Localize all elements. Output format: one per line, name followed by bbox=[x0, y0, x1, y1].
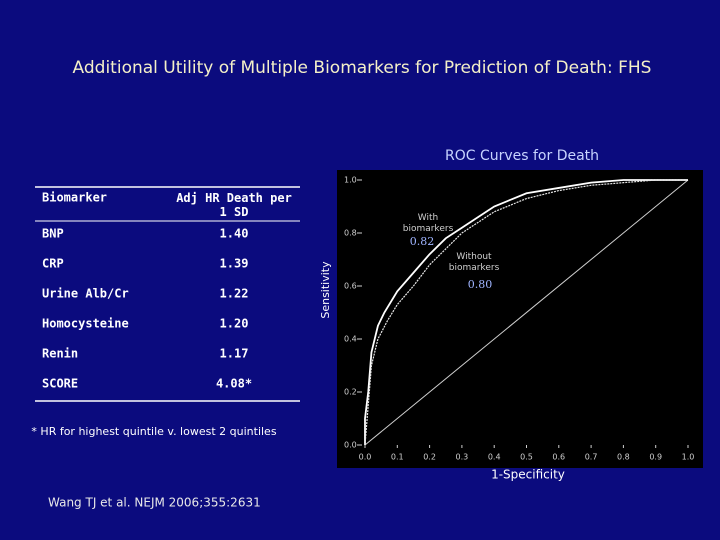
x-tick-label: 0.8 bbox=[617, 453, 630, 462]
y-tick-label: 0.0 bbox=[344, 441, 357, 450]
table-cell: 1.22 bbox=[220, 287, 249, 301]
citation: Wang TJ et al. NEJM 2006;355:2631 bbox=[48, 496, 261, 510]
table-cell: Homocysteine bbox=[42, 317, 129, 331]
x-tick-label: 0.0 bbox=[359, 453, 372, 462]
table-cell: Urine Alb/Cr bbox=[42, 287, 129, 301]
x-tick-label: 0.2 bbox=[423, 453, 436, 462]
table-header: Biomarker bbox=[42, 191, 107, 205]
table-cell: 1.17 bbox=[220, 347, 249, 361]
table-cell: Renin bbox=[42, 347, 78, 361]
roc-curve bbox=[364, 179, 688, 446]
y-tick-label: 0.4 bbox=[344, 335, 357, 344]
chart-title: ROC Curves for Death bbox=[445, 148, 599, 164]
auc-annotation: 0.80 bbox=[468, 278, 493, 291]
table-cell: 1.39 bbox=[220, 257, 249, 271]
table-cell: CRP bbox=[42, 257, 64, 271]
x-tick-label: 0.4 bbox=[488, 453, 501, 462]
y-axis-label: Sensitivity bbox=[319, 261, 332, 319]
slide-title: Additional Utility of Multiple Biomarker… bbox=[73, 58, 652, 78]
x-tick-label: 0.5 bbox=[520, 453, 533, 462]
y-tick-label: 0.8 bbox=[344, 229, 357, 238]
x-tick-label: 0.6 bbox=[552, 453, 565, 462]
y-tick-label: 0.6 bbox=[344, 282, 357, 291]
x-tick-label: 0.1 bbox=[391, 453, 404, 462]
series-label: Without biomarkers bbox=[449, 252, 500, 273]
auc-annotation: 0.82 bbox=[410, 235, 435, 248]
x-tick-label: 0.9 bbox=[649, 453, 662, 462]
reference-diagonal bbox=[364, 179, 689, 446]
x-tick-label: 0.3 bbox=[456, 453, 469, 462]
table-header: Adj HR Death per 1 SD bbox=[176, 191, 292, 219]
x-axis-label: 1-Specificity bbox=[491, 468, 565, 482]
y-tick-label: 0.2 bbox=[344, 388, 357, 397]
table-cell: 4.08* bbox=[216, 377, 252, 391]
series-label: With biomarkers bbox=[403, 213, 454, 234]
x-tick-label: 1.0 bbox=[682, 453, 695, 462]
x-tick-label: 0.7 bbox=[585, 453, 598, 462]
table-cell: 1.40 bbox=[220, 227, 249, 241]
table-cell: SCORE bbox=[42, 377, 78, 391]
footnote: * HR for highest quintile v. lowest 2 qu… bbox=[31, 425, 276, 438]
y-tick-label: 1.0 bbox=[344, 176, 357, 185]
table-cell: 1.20 bbox=[220, 317, 249, 331]
roc-curve bbox=[364, 179, 688, 445]
table-cell: BNP bbox=[42, 227, 64, 241]
